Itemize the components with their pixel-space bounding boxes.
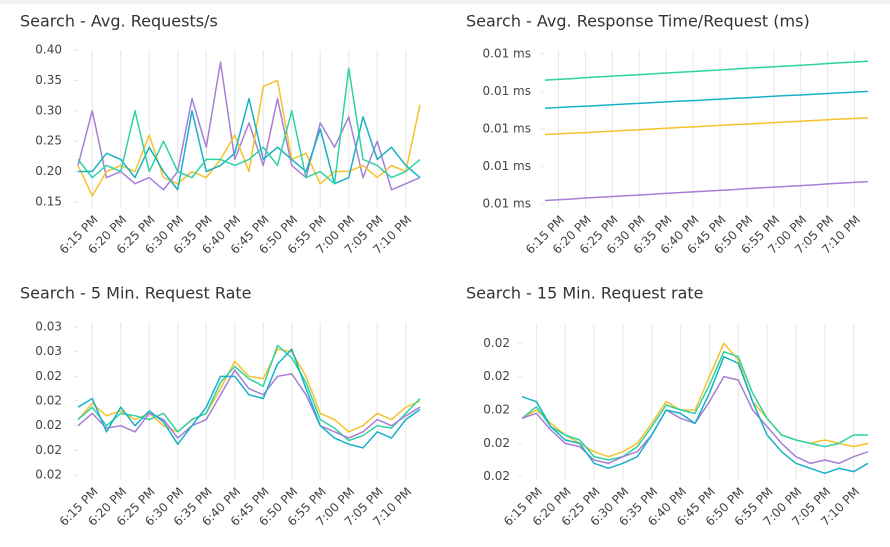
- y-tick-label: 0.25: [35, 134, 62, 148]
- y-tick-label: 0.03: [35, 319, 62, 333]
- series-line: [77, 348, 421, 449]
- series-line: [77, 369, 421, 439]
- chart-title: Search - Avg. Requests/s: [20, 12, 218, 31]
- y-tick-label: 0.02: [483, 369, 510, 383]
- series-line: [77, 348, 421, 433]
- series-line: [77, 61, 421, 191]
- y-tick-label: 0.02: [483, 436, 510, 450]
- y-tick-label: 0.02: [35, 418, 62, 432]
- y-tick-label: 0.02: [35, 443, 62, 457]
- y-tick-label: 0.02: [35, 468, 62, 482]
- y-tick-label: 0.30: [35, 103, 62, 117]
- series-line: [77, 67, 421, 185]
- series-line: [521, 350, 868, 461]
- series-line: [544, 116, 869, 136]
- y-tick-label: 0.01 ms: [483, 159, 531, 173]
- series-line: [521, 342, 869, 458]
- y-tick-label: 0.15: [35, 194, 62, 208]
- y-tick-label: 0.01 ms: [483, 84, 531, 98]
- chart-title: Search - 5 Min. Request Rate: [20, 284, 252, 303]
- series-line: [544, 60, 869, 81]
- series-line: [544, 90, 869, 110]
- series-line: [521, 375, 869, 465]
- y-tick-label: 0.01 ms: [483, 122, 531, 136]
- series-line: [77, 79, 421, 197]
- series-line: [77, 344, 421, 442]
- y-tick-label: 0.40: [35, 43, 62, 57]
- y-tick-label: 0.02: [483, 336, 510, 350]
- y-tick-label: 0.01 ms: [483, 46, 531, 60]
- y-tick-label: 0.02: [483, 469, 510, 483]
- top-border: [0, 0, 890, 4]
- y-tick-label: 0.03: [35, 344, 62, 358]
- series-line: [544, 180, 869, 202]
- y-tick-label: 0.35: [35, 73, 62, 87]
- y-tick-label: 0.02: [483, 403, 510, 417]
- series-line: [521, 355, 869, 475]
- y-tick-label: 0.02: [35, 369, 62, 383]
- y-tick-label: 0.02: [35, 394, 62, 408]
- y-tick-label: 0.01 ms: [483, 197, 531, 211]
- chart-title: Search - Avg. Response Time/Request (ms): [466, 12, 810, 31]
- y-tick-label: 0.20: [35, 164, 62, 178]
- chart-title: Search - 15 Min. Request rate: [466, 284, 704, 303]
- series-line: [78, 97, 421, 191]
